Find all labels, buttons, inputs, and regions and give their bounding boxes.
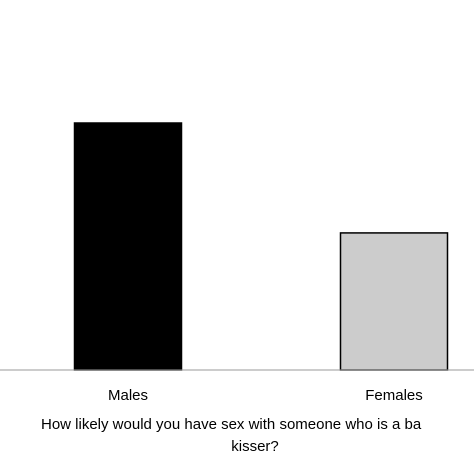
bars-group [73, 122, 449, 371]
x-axis-title-line-2: kisser? [231, 438, 279, 455]
x-tick-label-females: Females [365, 387, 423, 404]
x-axis-title-line-1: How likely would you have sex with someo… [41, 416, 422, 433]
x-tick-labels: Males Females [108, 387, 423, 404]
bar-females [339, 232, 449, 371]
bar-males [73, 122, 183, 371]
x-tick-label-males: Males [108, 387, 148, 404]
